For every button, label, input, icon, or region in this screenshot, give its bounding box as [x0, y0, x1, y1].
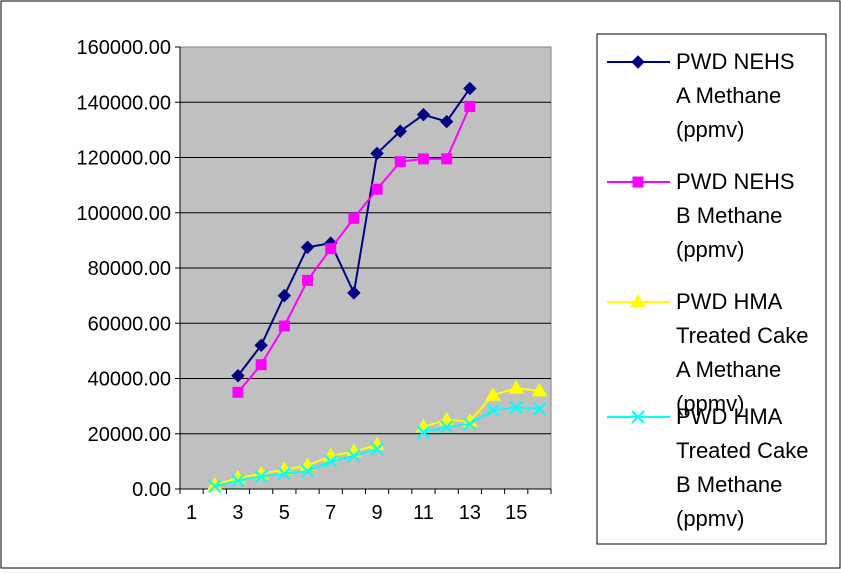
data-point — [416, 425, 431, 440]
y-tick-label: 140000.00 — [76, 92, 171, 114]
y-tick-label: 120000.00 — [76, 148, 171, 170]
legend-entry-1: PWD NEHS A Methane (ppmv) — [607, 49, 795, 142]
data-point — [441, 153, 453, 165]
legend-label-line: (ppmv) — [676, 391, 744, 416]
data-point — [532, 402, 547, 416]
series-layer — [206, 81, 548, 493]
x-tick-label: 15 — [505, 502, 527, 524]
data-point — [509, 400, 523, 415]
data-point — [254, 469, 268, 484]
data-point — [277, 288, 292, 303]
legend-marker — [631, 55, 645, 69]
legend-entry-3: PWD HMA Treated Cake A Methane (ppmv) — [607, 289, 808, 416]
data-point — [463, 417, 477, 431]
data-point — [439, 420, 454, 434]
data-point — [417, 153, 429, 165]
legend-marker — [630, 294, 646, 308]
data-point — [278, 320, 290, 332]
x-tick-label: 3 — [232, 502, 243, 524]
x-tick-label: 5 — [279, 502, 290, 524]
x-tick-label: 13 — [459, 502, 481, 524]
data-point — [370, 146, 384, 161]
legend-entry-4: PWD HMA Treated Cake B Methane (ppmv) — [607, 404, 808, 531]
legend-label-line: PWD NEHS — [676, 169, 795, 194]
legend-marker — [632, 176, 644, 188]
legend-box — [596, 33, 827, 545]
x-tick-label: 7 — [325, 502, 336, 524]
data-point — [393, 124, 407, 138]
axes: 0.00 20000.00 40000.00 60000.00 80000.00 1000… — [76, 37, 552, 524]
data-point — [463, 81, 477, 96]
data-point — [439, 114, 454, 129]
data-point — [232, 386, 244, 398]
series-1 — [231, 81, 477, 383]
y-tick-label: 40000.00 — [88, 369, 171, 391]
data-point — [347, 449, 361, 463]
series-line — [423, 406, 540, 434]
series-4 — [208, 400, 547, 493]
legend-entry-2: PWD NEHS B Methane (ppmv) — [607, 169, 795, 262]
data-point — [231, 369, 245, 383]
data-point — [325, 243, 337, 255]
y-tick-label: 60000.00 — [88, 313, 171, 335]
legend-label-line: B Methane — [676, 203, 782, 228]
data-point — [370, 442, 384, 456]
data-point — [486, 403, 500, 417]
data-point — [300, 240, 315, 254]
series-line — [214, 447, 378, 488]
data-point — [231, 474, 245, 488]
legend-label-line: PWD HMA — [676, 404, 783, 429]
data-point — [371, 183, 383, 195]
y-tick-label: 80000.00 — [88, 258, 171, 280]
legend-marker — [631, 410, 645, 424]
legend-label-line: (ppmv) — [676, 506, 744, 531]
data-point — [416, 107, 431, 122]
data-point — [255, 359, 267, 371]
data-point — [348, 212, 360, 224]
data-point — [394, 156, 406, 168]
data-point — [324, 454, 338, 469]
legend-label-line: (ppmv) — [676, 237, 744, 262]
legend-label-line: (ppmv) — [676, 117, 744, 142]
legend-label-line: Treated Cake — [676, 438, 808, 463]
y-tick-label: 20000.00 — [88, 424, 171, 446]
data-point — [302, 274, 314, 286]
data-point — [508, 380, 525, 394]
data-point — [254, 338, 268, 353]
data-point — [208, 479, 222, 493]
legend-label-line: PWD HMA — [676, 289, 783, 314]
x-tick-label: 11 — [413, 502, 434, 524]
data-point — [347, 286, 361, 300]
data-point — [531, 382, 548, 397]
legend-label-line: Treated Cake — [676, 323, 808, 348]
legend: PWD NEHS A Methane (ppmv) PWD NEHS B Methane… — [596, 33, 827, 545]
y-tick-label: 0.00 — [132, 479, 171, 501]
data-point — [277, 467, 292, 481]
legend-label-line: PWD NEHS — [676, 49, 795, 74]
series-2 — [232, 100, 476, 398]
data-point — [485, 387, 501, 401]
x-tick-label: 9 — [372, 502, 383, 524]
data-point — [464, 100, 476, 112]
x-tick-label: 1 — [186, 502, 197, 524]
legend-label-line: B Methane — [676, 472, 782, 497]
data-point — [300, 464, 315, 478]
legend-label-line: A Methane — [676, 357, 781, 382]
legend-label-line: A Methane — [676, 83, 781, 108]
y-tick-label: 100000.00 — [76, 203, 171, 225]
y-tick-label: 160000.00 — [76, 37, 171, 59]
